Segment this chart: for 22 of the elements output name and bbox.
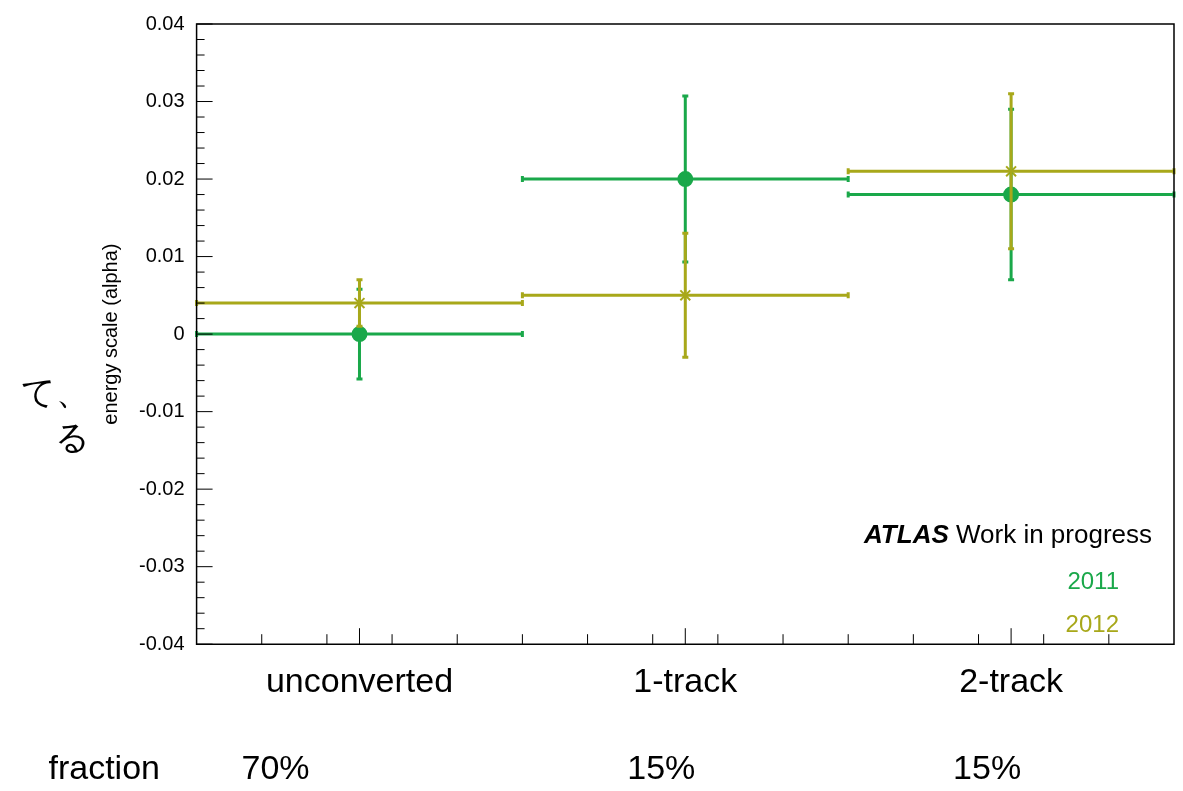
y-axis-title: energy scale (alpha) bbox=[98, 243, 121, 425]
y-tick-label: 0 bbox=[173, 321, 185, 344]
text: fraction bbox=[48, 748, 160, 787]
y-tick-label: -0.04 bbox=[138, 631, 185, 654]
y-tick-label: -0.02 bbox=[138, 476, 185, 499]
text: る bbox=[55, 418, 90, 457]
annotation: ATLAS Work in progress bbox=[863, 519, 1153, 550]
text: て、 bbox=[21, 373, 90, 412]
text: 2012 bbox=[1065, 609, 1119, 637]
y-tick-label: -0.01 bbox=[138, 399, 185, 422]
text: 2011 bbox=[1067, 566, 1119, 594]
y-tick-label: 0.02 bbox=[145, 166, 185, 189]
text: 15% bbox=[627, 748, 696, 787]
y-tick-label: 0.03 bbox=[145, 89, 185, 112]
text: 15% bbox=[953, 748, 1022, 787]
x-tick-label: unconverted bbox=[265, 660, 454, 699]
y-tick-label: 0.04 bbox=[145, 11, 185, 34]
text: 70% bbox=[241, 748, 310, 787]
x-tick-label: 2-track bbox=[959, 660, 1065, 699]
x-tick-label: 1-track bbox=[633, 660, 739, 699]
y-tick-label: 0.01 bbox=[145, 244, 185, 267]
y-tick-label: -0.03 bbox=[138, 554, 185, 577]
